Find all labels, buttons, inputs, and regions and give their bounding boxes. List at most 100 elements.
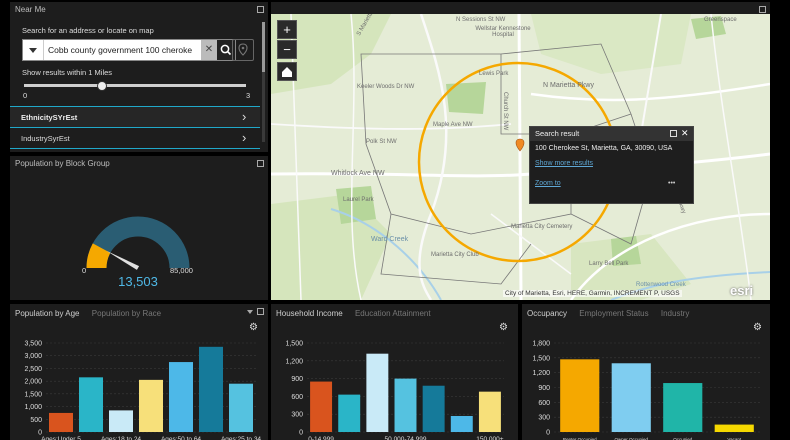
- bar[interactable]: [109, 410, 133, 432]
- slider-max-label: 3: [246, 91, 251, 100]
- gauge-chart: 0 85,000 13,503: [82, 216, 193, 289]
- esri-logo: esri: [730, 283, 754, 298]
- bar[interactable]: [478, 391, 501, 432]
- maximize-icon[interactable]: [257, 6, 264, 13]
- gauge-title: Population by Block Group: [15, 159, 110, 168]
- maximize-icon[interactable]: [257, 308, 264, 315]
- bar[interactable]: [79, 377, 103, 432]
- chevron-right-icon: ›: [242, 109, 247, 124]
- search-input[interactable]: [46, 42, 202, 58]
- tab-overflow-caret-icon[interactable]: [247, 310, 253, 314]
- bar[interactable]: [450, 415, 473, 432]
- tab-occupancy[interactable]: Occupancy: [527, 309, 568, 318]
- search-box: ✕: [22, 39, 236, 61]
- bar[interactable]: [169, 362, 193, 432]
- y-tick-label: 1,500: [24, 391, 42, 398]
- search-label: Search for an address or locate on map: [22, 26, 154, 35]
- search-button[interactable]: [217, 40, 235, 60]
- y-tick-label: 2,500: [24, 366, 42, 373]
- layer-row-ethnicity[interactable]: EthnicitySYrEst ›: [10, 106, 260, 128]
- map-label: Rottenwood Creek: [636, 282, 686, 288]
- gauge-track: [86, 216, 190, 269]
- map-label: Maple Ave NW: [433, 122, 473, 128]
- bar[interactable]: [611, 363, 651, 432]
- bar[interactable]: [394, 378, 417, 432]
- tab-education-attainment[interactable]: Education Attainment: [354, 309, 431, 318]
- age-tabs: Population by Age Population by Race: [15, 309, 171, 318]
- settings-gear-icon[interactable]: ⚙: [249, 322, 258, 333]
- bar[interactable]: [366, 353, 389, 432]
- bar[interactable]: [422, 385, 445, 432]
- tab-population-by-race[interactable]: Population by Race: [91, 309, 162, 318]
- settings-gear-icon[interactable]: ⚙: [753, 322, 762, 333]
- gauge-panel: Population by Block Group 0 85,000 13,50…: [10, 156, 268, 300]
- radius-slider[interactable]: [24, 84, 246, 87]
- location-pin-icon: [238, 43, 248, 56]
- map-label: S Marietta Pkwy: [356, 14, 383, 37]
- bar[interactable]: [139, 379, 163, 432]
- tab-household-income[interactable]: Household Income: [276, 309, 343, 318]
- panel-scrollbar[interactable]: [262, 22, 265, 142]
- tab-population-by-age[interactable]: Population by Age: [15, 309, 80, 318]
- minus-icon: −: [283, 42, 291, 57]
- search-result-popup: Search result ✕ 100 Cherokee St, Mariett…: [529, 126, 694, 204]
- bar[interactable]: [199, 346, 223, 432]
- x-tick-label: Ages:25 to 34: [221, 436, 261, 440]
- gauge-value-label: 13,503: [118, 274, 158, 289]
- y-tick-label: 3,500: [24, 341, 42, 348]
- road: [290, 14, 302, 300]
- gauge-max-label: 85,000: [170, 266, 193, 275]
- tab-employment-status[interactable]: Employment Status: [579, 309, 649, 318]
- map-label: N Marietta Pkwy: [543, 82, 594, 89]
- layer-label: IndustrySyrEst: [21, 134, 70, 143]
- y-tick-label: 0: [299, 430, 303, 437]
- y-tick-label: 1,500: [532, 355, 550, 362]
- x-tick-label: Renter Occupied: [563, 437, 597, 440]
- road: [530, 82, 770, 102]
- road: [569, 212, 770, 300]
- clear-search-button[interactable]: ✕: [201, 40, 217, 60]
- bar[interactable]: [310, 381, 333, 432]
- map-view[interactable]: N Sessions St NW S Marietta Pkwy Wellsta…: [271, 14, 770, 300]
- zoom-to-link[interactable]: Zoom to: [535, 180, 561, 187]
- park-area: [531, 14, 691, 74]
- locate-button[interactable]: [232, 39, 254, 61]
- y-tick-label: 1,200: [532, 370, 550, 377]
- show-more-link[interactable]: Show more results: [535, 160, 593, 167]
- search-icon: [220, 44, 232, 56]
- road: [710, 14, 752, 300]
- y-tick-label: 600: [538, 400, 550, 407]
- y-tick-label: 1,000: [24, 404, 42, 411]
- income-panel: Household Income Education Attainment ⚙ …: [271, 304, 518, 440]
- x-tick-label: 0-14,999: [308, 436, 334, 440]
- bar[interactable]: [663, 383, 703, 432]
- layer-row-industry[interactable]: IndustrySyrEst ›: [10, 128, 260, 149]
- y-tick-label: 1,800: [532, 341, 550, 348]
- maximize-icon[interactable]: [670, 130, 677, 137]
- settings-gear-icon[interactable]: ⚙: [499, 322, 508, 333]
- location-marker-icon[interactable]: [514, 138, 526, 154]
- x-tick-label: Ages:18 to 24: [101, 436, 141, 440]
- map-label: Church St NW: [502, 92, 508, 131]
- tab-industry[interactable]: Industry: [660, 309, 690, 318]
- scrollbar-thumb[interactable]: [262, 22, 265, 72]
- bar[interactable]: [49, 412, 73, 432]
- bar[interactable]: [229, 383, 253, 432]
- zoom-in-button[interactable]: +: [277, 20, 297, 39]
- maximize-icon[interactable]: [257, 160, 264, 167]
- bar[interactable]: [714, 424, 754, 432]
- map-label: Keeler Woods Dr NW: [357, 84, 415, 90]
- zoom-out-button[interactable]: −: [277, 40, 297, 59]
- bar[interactable]: [560, 359, 600, 432]
- search-source-dropdown[interactable]: [23, 40, 44, 60]
- close-icon[interactable]: ✕: [681, 128, 689, 138]
- maximize-icon[interactable]: [759, 6, 766, 13]
- near-me-panel: Near Me Search for an address or locate …: [10, 2, 268, 152]
- map-label: Ward Creek: [371, 236, 409, 243]
- radius-slider-handle[interactable]: [97, 81, 107, 91]
- bar[interactable]: [338, 394, 361, 432]
- age-panel: Population by Age Population by Race ⚙ 3…: [10, 304, 268, 440]
- more-actions-icon[interactable]: •••: [668, 180, 676, 187]
- x-tick-label: Vacant: [727, 437, 741, 440]
- home-button[interactable]: [277, 62, 297, 81]
